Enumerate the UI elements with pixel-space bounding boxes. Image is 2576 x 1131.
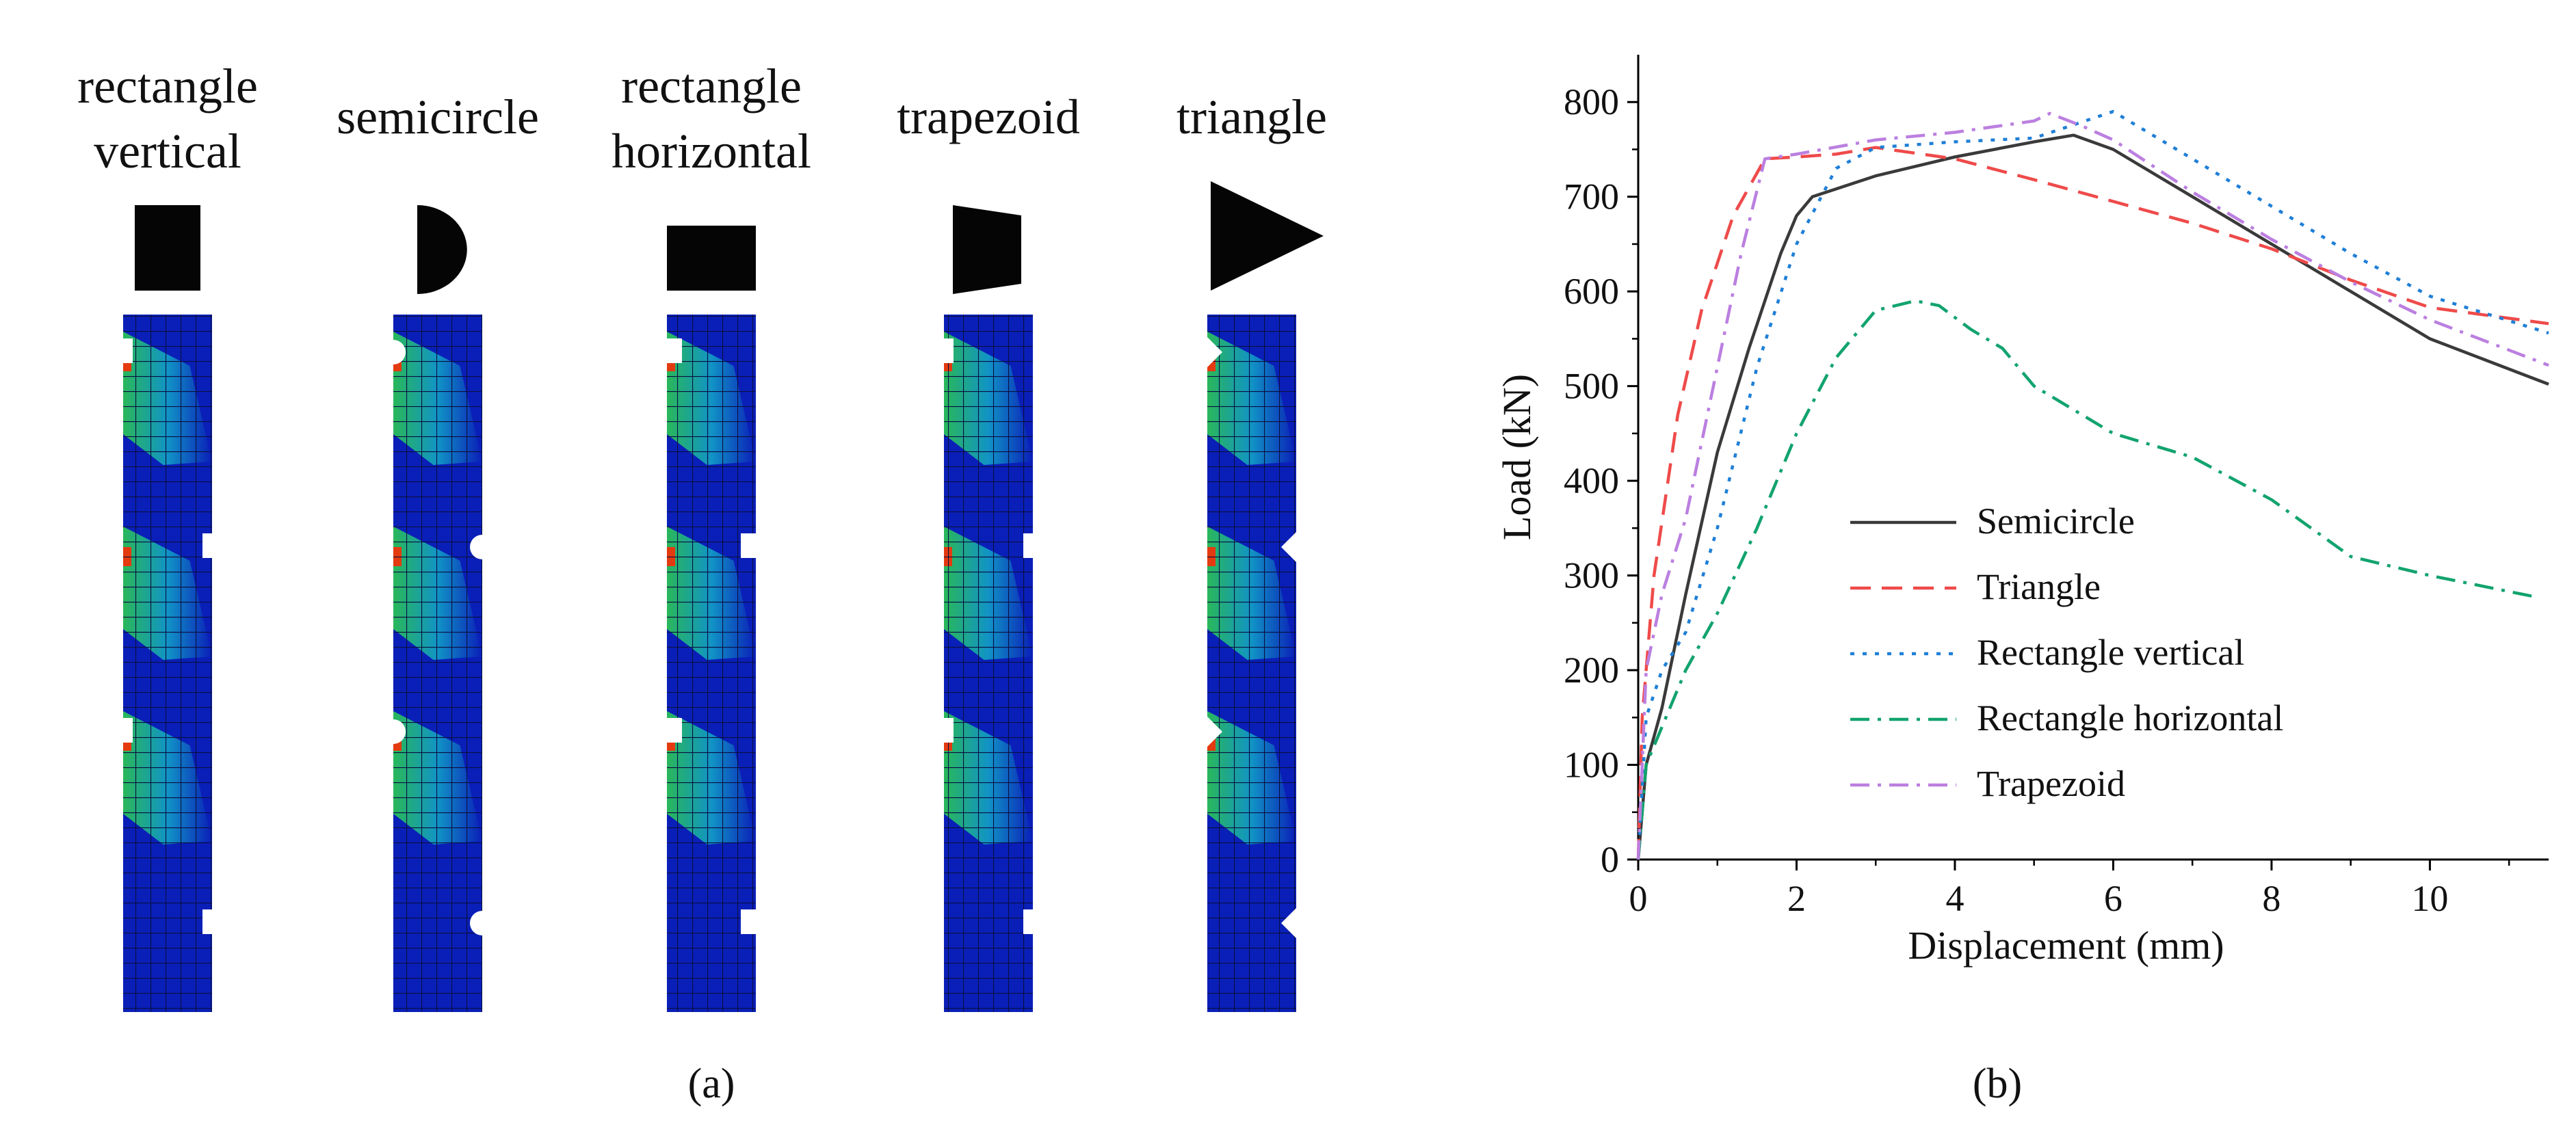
edge-notch — [667, 718, 682, 743]
y-tick-label: 400 — [1564, 460, 1619, 501]
edge-notch — [381, 719, 406, 744]
specimen-title-line: rectangle — [621, 59, 802, 114]
x-tick-label: 10 — [2411, 878, 2448, 919]
fe-mesh — [393, 315, 482, 1012]
fe-mesh — [667, 315, 756, 1012]
specimen-title-line: vertical — [94, 124, 241, 178]
legend-label: Trapezoid — [1977, 763, 2125, 804]
notch-shape-icon — [667, 226, 756, 291]
legend-label: Rectangle horizontal — [1977, 697, 2283, 739]
y-axis-title: Load (kN) — [1495, 374, 1539, 540]
edge-notch — [741, 533, 756, 558]
series-line-semicircle — [1636, 133, 2549, 860]
x-tick-label: 8 — [2262, 878, 2281, 919]
specimen-title-line: rectangle — [77, 59, 258, 114]
edge-notch — [123, 338, 133, 363]
edge-notch — [470, 911, 495, 935]
specimen-triangle: triangle — [1177, 90, 1327, 1012]
notch-shape-icon — [135, 205, 200, 291]
specimens-figure: rectangle vertical semicircle rectangle hori… — [77, 59, 1327, 1107]
load-displacement-chart: 0 2 4 6 8 100100200300400500600700800Displace… — [1495, 55, 2549, 1107]
x-tick-label: 6 — [2104, 878, 2122, 919]
edge-notch — [944, 718, 954, 743]
edge-notch — [202, 533, 212, 558]
specimen-title-line: horizontal — [612, 124, 811, 178]
fe-mesh — [1207, 315, 1296, 1012]
y-tick-label: 500 — [1564, 366, 1619, 407]
y-tick-label: 100 — [1564, 745, 1619, 786]
notch-shape-icon — [953, 205, 1021, 294]
notch-shape-icon — [417, 205, 467, 294]
specimen-rectangle-horizontal: rectangle horizontal — [612, 59, 811, 1012]
y-tick-label: 600 — [1564, 271, 1619, 312]
panel-a-label: (a) — [688, 1061, 735, 1107]
edge-notch — [944, 338, 954, 363]
edge-notch — [1281, 908, 1296, 938]
x-tick-label: 4 — [1945, 878, 1964, 919]
edge-notch — [1023, 533, 1033, 558]
edge-notch — [381, 340, 406, 364]
edge-notch — [202, 909, 212, 934]
specimen-title-line: semicircle — [337, 90, 539, 144]
fe-mesh — [944, 315, 1033, 1012]
notch-shape-icon — [1211, 181, 1324, 291]
y-tick-label: 800 — [1564, 81, 1619, 122]
specimen-title-line: triangle — [1177, 90, 1327, 144]
specimen-semicircle: semicircle — [337, 90, 539, 1012]
panel-b-label: (b) — [1973, 1061, 2022, 1107]
y-tick-label: 300 — [1564, 555, 1619, 596]
series-line-triangle — [1636, 146, 2549, 860]
edge-notch — [667, 338, 682, 363]
legend-label: Rectangle vertical — [1977, 632, 2244, 673]
x-axis-title: Displacement (mm) — [1908, 923, 2224, 968]
series-line-trapezoid — [1636, 111, 2549, 860]
edge-notch — [123, 718, 133, 743]
y-tick-label: 200 — [1564, 650, 1619, 691]
specimen-title-line: trapezoid — [897, 90, 1080, 144]
x-tick-label: 2 — [1787, 878, 1806, 919]
edge-notch — [741, 909, 756, 934]
y-tick-label: 700 — [1564, 176, 1619, 217]
y-tick-label: 0 — [1601, 839, 1619, 880]
specimen-trapezoid: trapezoid — [897, 90, 1080, 1012]
edge-notch — [1207, 717, 1222, 747]
specimen-rectangle-vertical: rectangle vertical — [77, 59, 258, 1012]
edge-notch — [1023, 909, 1033, 934]
edge-notch — [1281, 532, 1296, 562]
fe-mesh — [123, 315, 212, 1012]
edge-notch — [1207, 337, 1222, 367]
legend-label: Triangle — [1977, 566, 2101, 607]
series-line-rectangle-vertical — [1636, 109, 2549, 860]
x-tick-label: 0 — [1629, 878, 1648, 919]
series-line-rectangle-horizontal — [1636, 299, 2534, 860]
panel-b: 0 2 4 6 8 10 0 100 200 300 400 500 600 700 800 Displace… — [1409, 0, 2576, 1128]
legend-label: Semicircle — [1977, 501, 2135, 542]
panel-a: rectangle vertical semicircle rectangle hori… — [77, 59, 1327, 1107]
edge-notch — [470, 535, 495, 559]
